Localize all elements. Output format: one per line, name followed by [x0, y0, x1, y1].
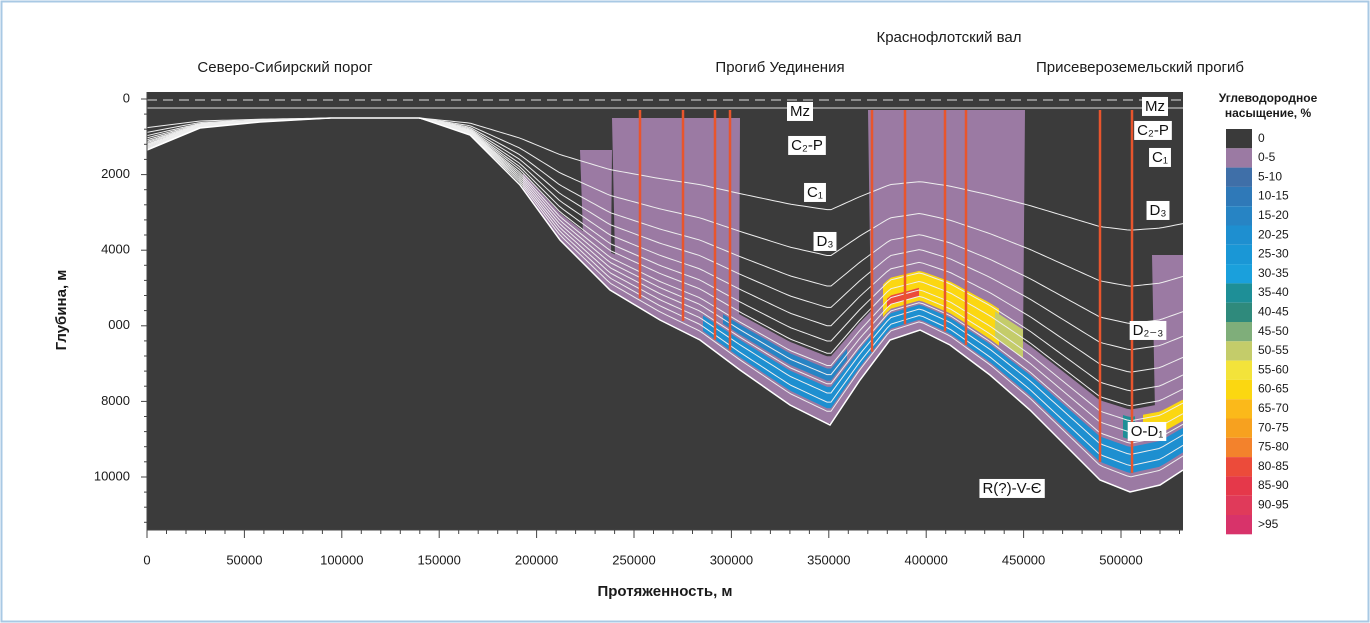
- y-tick-label: 2000: [101, 166, 130, 181]
- y-tick-label: 0: [123, 90, 130, 105]
- legend-label: 5-10: [1258, 169, 1282, 183]
- x-tick-label: 300000: [710, 552, 753, 567]
- legend-label: 35-40: [1258, 285, 1289, 299]
- legend-label: >95: [1258, 517, 1279, 531]
- region-label: Краснофлотский вал: [876, 29, 1021, 46]
- legend-label: 60-65: [1258, 382, 1289, 396]
- legend-label: 65-70: [1258, 401, 1289, 415]
- legend-label: 15-20: [1258, 208, 1289, 222]
- formation-label: C₂-P: [791, 137, 823, 154]
- legend-label: 70-75: [1258, 420, 1289, 434]
- page: Северо-Сибирский порог Прогиб Уединения …: [0, 0, 1370, 623]
- formation-label: D₂₋₃: [1133, 322, 1164, 339]
- legend-swatch: [1226, 380, 1252, 399]
- legend-swatch: [1226, 129, 1252, 148]
- legend-swatch: [1226, 148, 1252, 167]
- x-tick-label: 0: [143, 552, 150, 567]
- legend-label: 80-85: [1258, 459, 1289, 473]
- legend-swatch: [1226, 226, 1252, 245]
- y-axis-label: Глубина, м: [53, 270, 70, 351]
- legend-swatch: [1226, 457, 1252, 476]
- x-tick-label: 100000: [320, 552, 363, 567]
- formation-label: D₃: [1150, 202, 1167, 219]
- legend-label: 50-55: [1258, 343, 1289, 357]
- legend-swatch: [1226, 361, 1252, 380]
- legend-swatch: [1226, 206, 1252, 225]
- legend-swatch: [1226, 341, 1252, 360]
- x-tick-label: 400000: [905, 552, 948, 567]
- y-tick-label: 000: [108, 317, 130, 332]
- formation-label: C₁: [1152, 149, 1168, 166]
- legend-label: 0: [1258, 131, 1265, 145]
- figure: Северо-Сибирский порог Прогиб Уединения …: [0, 0, 1370, 623]
- x-tick-label: 250000: [612, 552, 655, 567]
- legend-label: 75-80: [1258, 440, 1289, 454]
- legend-swatch: [1226, 187, 1252, 206]
- legend-swatch: [1226, 438, 1252, 457]
- legend-swatch: [1226, 303, 1252, 322]
- x-tick-label: 150000: [418, 552, 461, 567]
- legend-label: 90-95: [1258, 497, 1289, 511]
- x-tick-label: 50000: [226, 552, 262, 567]
- legend-swatch: [1226, 399, 1252, 418]
- region-label: Присевероземельский прогиб: [1036, 59, 1244, 76]
- legend-label: 55-60: [1258, 362, 1289, 376]
- formation-label: Mz: [1145, 98, 1165, 115]
- region-label: Северо-Сибирский порог: [197, 59, 373, 76]
- legend-label: 20-25: [1258, 227, 1289, 241]
- legend-label: 10-15: [1258, 189, 1289, 203]
- legend-swatch: [1226, 476, 1252, 495]
- formation-label: Mz: [790, 103, 810, 120]
- legend-swatch: [1226, 283, 1252, 302]
- legend-label: 25-30: [1258, 247, 1289, 261]
- legend-swatch: [1226, 419, 1252, 438]
- y-tick-label: 8000: [101, 393, 130, 408]
- legend-swatch: [1226, 322, 1252, 341]
- x-tick-label: 450000: [1002, 552, 1045, 567]
- x-tick-label: 350000: [807, 552, 850, 567]
- legend-swatch: [1226, 496, 1252, 515]
- legend-label: 30-35: [1258, 266, 1289, 280]
- y-tick-label: 4000: [101, 242, 130, 257]
- legend-label: 45-50: [1258, 324, 1289, 338]
- legend-title: Углеводородное: [1219, 91, 1318, 105]
- x-tick-label: 500000: [1099, 552, 1142, 567]
- legend-swatch: [1226, 515, 1252, 534]
- formation-label: O-D₁: [1131, 423, 1164, 440]
- legend-title: насыщение, %: [1225, 106, 1312, 120]
- legend-label: 85-90: [1258, 478, 1289, 492]
- legend-swatch: [1226, 168, 1252, 187]
- y-tick-label: 10000: [94, 468, 130, 483]
- legend-label: 0-5: [1258, 150, 1276, 164]
- formation-label: C₂-P: [1137, 122, 1169, 139]
- region-label: Прогиб Уединения: [715, 59, 844, 76]
- formation-label: R(?)-V-Є: [982, 480, 1041, 497]
- legend-swatch: [1226, 245, 1252, 264]
- legend-label: 40-45: [1258, 304, 1289, 318]
- x-axis-label: Протяженность, м: [597, 583, 732, 600]
- legend-swatch: [1226, 264, 1252, 283]
- formation-label: C₁: [807, 184, 823, 201]
- formation-label: D₃: [817, 233, 834, 250]
- x-tick-label: 200000: [515, 552, 558, 567]
